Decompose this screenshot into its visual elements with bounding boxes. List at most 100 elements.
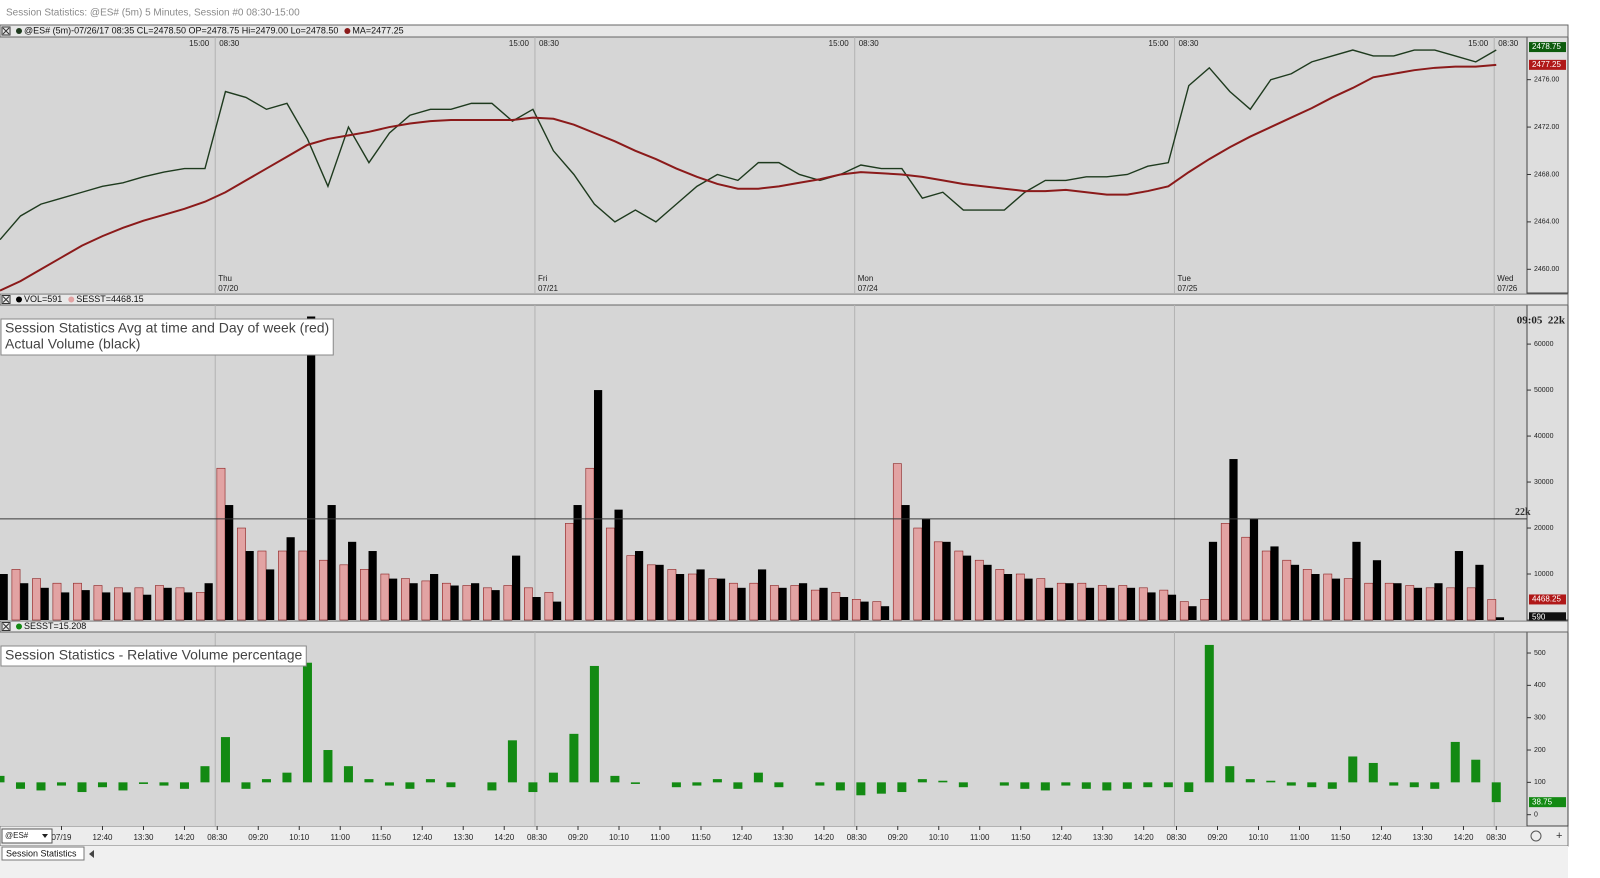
relative-volume-bar	[343, 766, 353, 783]
session-open-label: 08:30	[219, 39, 240, 48]
average-volume-bar	[749, 582, 759, 621]
y-tick-label: 2476.00	[1534, 77, 1559, 84]
day-label: Wed	[1497, 274, 1513, 283]
actual-volume-bar	[389, 578, 398, 620]
value-tag	[1529, 594, 1566, 605]
relative-volume-bar	[282, 772, 292, 783]
relative-volume-bar	[1102, 782, 1112, 791]
relative-volume-bar	[712, 779, 722, 783]
actual-volume-bar	[1208, 541, 1218, 620]
tab-label[interactable]: Session Statistics	[6, 848, 77, 858]
value-axis	[1526, 36, 1569, 294]
actual-volume-bar	[512, 555, 521, 620]
window-title: Session Statistics: @ES# (5m) 5 Minutes,…	[6, 8, 300, 19]
close-icon	[2, 27, 10, 35]
session-close-label: 15:00	[829, 39, 850, 48]
actual-volume-bar	[696, 569, 705, 620]
relative-volume-bar	[0, 775, 5, 783]
average-volume-bar	[1302, 569, 1312, 621]
x-tick-label: 11:00	[970, 833, 990, 842]
value-tag	[1529, 797, 1566, 808]
relative-volume-bar	[1122, 782, 1132, 789]
actual-volume-bar	[634, 551, 644, 620]
dropdown-arrow[interactable]	[42, 834, 48, 838]
close-button	[1, 26, 11, 36]
actual-volume-bar	[778, 587, 787, 620]
session-close-label: 15:00	[1148, 39, 1169, 48]
symbol-dropdown[interactable]	[1, 828, 53, 844]
relative-volume-bar	[1471, 759, 1481, 783]
x-tick-label: 14:20	[494, 833, 515, 842]
corner-text: 09:05 22k	[1517, 315, 1566, 327]
relative-volume-bar	[958, 782, 968, 788]
average-volume-bar	[196, 592, 205, 621]
close-button	[1, 295, 11, 304]
actual-volume-bar	[614, 509, 623, 620]
average-volume-bar	[155, 585, 164, 621]
relative-volume-bar	[938, 780, 948, 783]
average-volume-bar	[114, 587, 123, 621]
relative-volume-bar	[302, 662, 312, 783]
relative-volume-bar	[610, 775, 620, 783]
x-tick-label: 11:50	[372, 833, 392, 842]
actual-volume-bar	[286, 537, 295, 620]
tab-scroll-left[interactable]	[89, 850, 94, 858]
actual-volume-bar	[430, 574, 439, 620]
symbol-text[interactable]: @ES#	[5, 831, 29, 840]
relative-volume-bar	[692, 782, 702, 786]
relative-volume-bar	[630, 782, 640, 784]
plus-icon[interactable]: +	[1556, 830, 1562, 842]
annotation-box	[0, 318, 334, 356]
average-volume-bar	[995, 569, 1005, 621]
actual-volume-bar	[184, 592, 193, 620]
y-tick-label: 2460.00	[1534, 266, 1559, 273]
actual-volume-bar	[1413, 587, 1423, 620]
average-volume-bar	[134, 587, 144, 621]
y-tick-label: 400	[1534, 682, 1546, 689]
relative-volume-bar	[1184, 782, 1194, 793]
average-volume-bar	[1015, 573, 1025, 621]
actual-volume-bar	[266, 569, 275, 620]
average-volume-bar	[483, 587, 492, 621]
value-tag	[1529, 42, 1566, 53]
average-volume-bar	[974, 559, 984, 621]
actual-volume-bar	[901, 505, 910, 620]
legend-label: SESST=15.208	[24, 621, 86, 631]
x-tick-label: 12:40	[412, 833, 433, 842]
x-tick-label: 09:20	[568, 833, 589, 842]
average-volume-bar	[564, 523, 574, 621]
average-volume-bar	[1384, 582, 1394, 621]
x-tick-label: 11:50	[1331, 833, 1351, 842]
close-icon	[2, 623, 10, 630]
panel-header	[0, 24, 1569, 38]
refresh-icon[interactable]	[1530, 830, 1542, 842]
price-line	[0, 49, 1497, 241]
relative-volume-bar	[1225, 766, 1235, 783]
right-margin	[1568, 25, 1600, 878]
date-label: 07/21	[538, 284, 559, 293]
average-volume-bar	[585, 467, 595, 621]
relative-volume-bar	[733, 782, 743, 789]
x-tick-label: 14:20	[174, 833, 195, 842]
average-volume-bar	[524, 587, 533, 621]
average-volume-bar	[1056, 582, 1066, 621]
relative-volume-bar	[774, 782, 784, 788]
tab[interactable]	[1, 846, 85, 861]
relative-volume-bar	[36, 782, 46, 791]
relative-volume-bar	[1348, 756, 1358, 783]
y-tick-label: 50000	[1534, 387, 1554, 394]
y-tick-label: 500	[1534, 650, 1546, 657]
x-tick-label: 13:30	[453, 833, 474, 842]
average-volume-bar	[708, 578, 718, 621]
average-volume-bar	[1200, 599, 1210, 621]
close-icon	[2, 296, 10, 303]
x-tick-label: 10:10	[929, 833, 950, 842]
x-tick-label: 12:40	[1371, 833, 1392, 842]
relative-volume-bar	[1450, 741, 1460, 783]
average-volume-bar	[298, 550, 308, 621]
average-volume-bar	[93, 585, 103, 621]
average-volume-bar	[851, 599, 861, 621]
value-tag	[1529, 59, 1566, 70]
